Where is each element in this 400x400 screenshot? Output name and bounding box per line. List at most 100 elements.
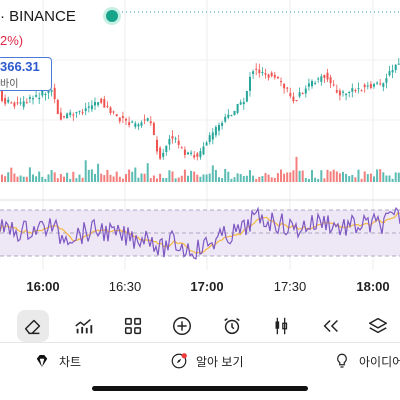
candle-body bbox=[159, 147, 162, 159]
candle-body bbox=[221, 122, 224, 126]
replay-button[interactable] bbox=[315, 310, 347, 342]
volume-bar bbox=[295, 156, 298, 182]
candle-body bbox=[348, 92, 351, 94]
volume-bar bbox=[137, 177, 140, 182]
candle-body bbox=[227, 114, 230, 118]
volume-bar bbox=[196, 174, 199, 182]
candle-body bbox=[397, 63, 400, 65]
alert-button[interactable] bbox=[216, 310, 248, 342]
chart-type-button[interactable] bbox=[265, 310, 297, 342]
nav-explore[interactable]: 알아 보기 bbox=[170, 352, 244, 370]
volume-bar bbox=[90, 169, 93, 182]
volume-bar bbox=[187, 175, 189, 182]
candle-body bbox=[261, 72, 264, 74]
candle-body bbox=[125, 118, 127, 121]
volume-bar bbox=[326, 169, 329, 182]
volume-bar bbox=[230, 178, 233, 182]
volume-bar bbox=[180, 175, 183, 182]
candle-body bbox=[69, 112, 72, 116]
volume-bar bbox=[149, 178, 152, 182]
plus-circle-icon bbox=[173, 317, 191, 335]
volume-bar bbox=[397, 172, 400, 182]
candle-body bbox=[13, 102, 16, 107]
candle-body bbox=[10, 102, 13, 104]
candle-body bbox=[196, 153, 199, 157]
volume-bar bbox=[32, 174, 34, 182]
candle-body bbox=[75, 112, 78, 114]
volume-bar bbox=[134, 167, 137, 182]
candle-body bbox=[273, 74, 276, 78]
volume-bar bbox=[16, 176, 19, 182]
volume-bar bbox=[106, 169, 109, 182]
candle-body bbox=[252, 71, 255, 75]
candle-body bbox=[236, 103, 239, 113]
volume-bar bbox=[360, 178, 363, 182]
candle-body bbox=[249, 76, 251, 91]
candle-body bbox=[218, 124, 220, 131]
volume-bar bbox=[87, 169, 90, 182]
indicators-button[interactable] bbox=[68, 310, 100, 342]
candle-body bbox=[152, 122, 155, 135]
candle-body bbox=[391, 70, 394, 73]
eraser-button[interactable] bbox=[17, 310, 49, 342]
candle-body bbox=[289, 93, 292, 97]
candle-body bbox=[94, 102, 96, 106]
volume-bar bbox=[317, 178, 320, 182]
time-label-1700: 17:00 bbox=[190, 279, 224, 294]
candle-body bbox=[311, 81, 313, 87]
volume-bar bbox=[267, 174, 270, 182]
candle-body bbox=[4, 98, 7, 104]
candle-body bbox=[140, 122, 143, 126]
candle-body bbox=[183, 149, 186, 155]
candle-body bbox=[28, 97, 31, 99]
candle-body bbox=[162, 152, 165, 157]
candle-body bbox=[53, 87, 56, 100]
volume-bar bbox=[69, 178, 72, 182]
volume-bar bbox=[109, 174, 112, 182]
candle-body bbox=[146, 118, 149, 121]
lightbulb-icon bbox=[337, 353, 347, 368]
nav-ideas[interactable]: 아이디어 bbox=[333, 352, 400, 370]
toolbar-divider bbox=[0, 342, 400, 343]
layout-grid-button[interactable] bbox=[117, 310, 149, 342]
candle-body bbox=[329, 77, 332, 84]
volume-bar bbox=[10, 167, 13, 182]
volume-bar bbox=[304, 178, 307, 182]
add-button[interactable] bbox=[166, 310, 198, 342]
volume-bar bbox=[44, 178, 47, 182]
volume-bar bbox=[115, 171, 118, 182]
candle-body bbox=[242, 101, 245, 105]
diamond-icon bbox=[36, 355, 48, 367]
candle-body bbox=[118, 117, 121, 122]
candle-body bbox=[233, 110, 236, 116]
candle-body bbox=[366, 85, 369, 87]
volume-bar bbox=[1, 174, 3, 182]
volume-bar bbox=[236, 173, 239, 182]
volume-bar bbox=[199, 176, 202, 182]
home-indicator bbox=[92, 386, 308, 391]
volume-bar bbox=[13, 173, 16, 182]
volume-bar bbox=[193, 171, 196, 182]
volume-bar bbox=[345, 173, 348, 182]
candle-body bbox=[276, 76, 279, 79]
candle-body bbox=[171, 136, 174, 139]
nav-explore-label: 알아 보기 bbox=[196, 354, 244, 369]
price-change-percent: 2%) bbox=[0, 33, 24, 48]
layers-button[interactable] bbox=[362, 310, 394, 342]
nav-chart[interactable]: 차트 bbox=[33, 352, 81, 370]
trend-chart-icon bbox=[75, 319, 93, 334]
candle-body bbox=[360, 90, 363, 92]
candle-body bbox=[106, 105, 109, 107]
candle-body bbox=[97, 102, 100, 105]
candle-body bbox=[208, 135, 211, 142]
candle-body bbox=[63, 116, 65, 118]
candle-body bbox=[187, 152, 189, 155]
candle-body bbox=[177, 140, 180, 145]
candle-body bbox=[25, 102, 28, 104]
price-chart[interactable] bbox=[0, 0, 400, 275]
candle-body bbox=[19, 102, 22, 104]
volume-bar bbox=[379, 169, 382, 182]
volume-bar bbox=[261, 176, 264, 182]
volume-bar bbox=[255, 178, 258, 182]
volume-bar bbox=[283, 173, 286, 182]
